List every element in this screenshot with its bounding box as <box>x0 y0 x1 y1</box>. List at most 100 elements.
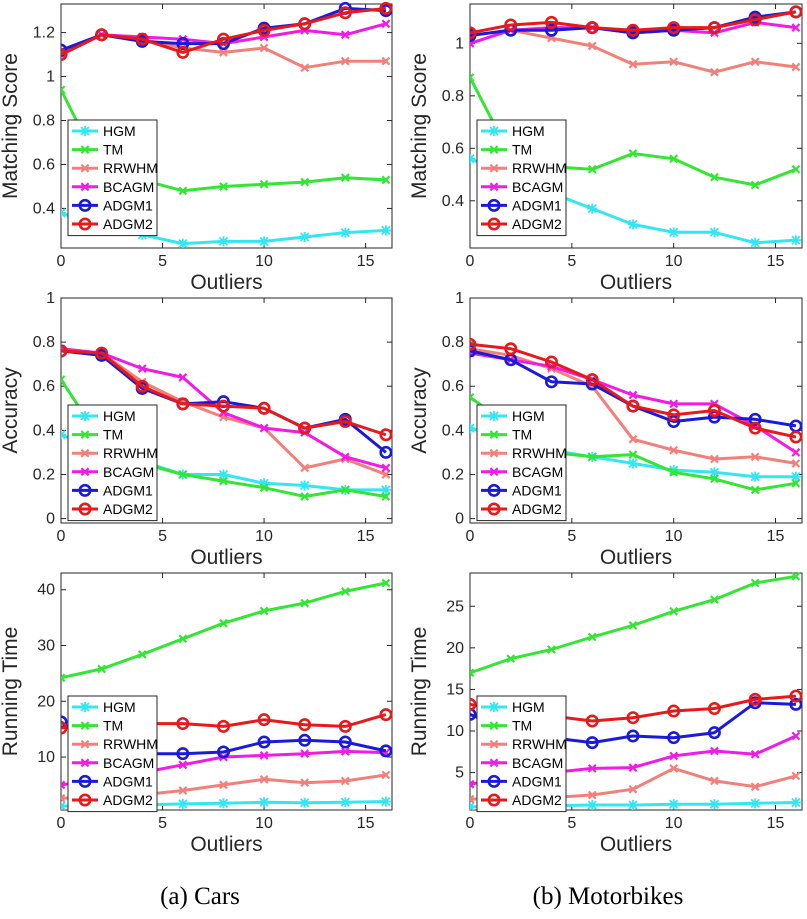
legend-label-adgm1: ADGM1 <box>512 197 562 213</box>
data-point-rrwhm <box>791 62 801 72</box>
data-point-adgm2 <box>298 718 312 732</box>
data-point-adgm2 <box>504 342 518 356</box>
legend: HGM TM RRWHM BCAGM ADGM1 ADGM2 <box>67 119 158 237</box>
data-point-adgm2 <box>544 355 558 369</box>
data-point-rrwhm <box>219 780 228 790</box>
y-tick-label: 20 <box>37 693 55 710</box>
legend-label-tm: TM <box>103 718 123 734</box>
series-line-adgm1 <box>470 10 797 37</box>
data-point-tm <box>219 476 228 486</box>
y-tick-label: 0.2 <box>442 466 464 483</box>
data-point-adgm2 <box>135 32 149 46</box>
legend-marker-adgm1 <box>487 774 501 788</box>
data-point-adgm2 <box>789 5 803 19</box>
y-axis-label: Running Time <box>408 627 431 757</box>
y-tick-label: 5 <box>455 765 464 782</box>
data-point-adgm2 <box>585 373 599 387</box>
data-point-hgm <box>790 235 801 246</box>
data-point-adgm2 <box>585 714 599 728</box>
data-point-hgm <box>61 429 66 440</box>
data-point-adgm2 <box>470 26 477 40</box>
legend-label-tm: TM <box>512 427 532 443</box>
legend-marker-bcagm <box>80 182 90 192</box>
data-point-rrwhm <box>587 41 597 51</box>
data-point-adgm2 <box>298 421 312 435</box>
data-point-adgm2 <box>135 379 149 393</box>
data-point-hgm <box>177 798 188 809</box>
data-point-rrwhm <box>178 786 188 795</box>
legend-box <box>476 695 567 813</box>
data-point-tm <box>259 606 269 616</box>
data-point-bcagm <box>61 780 66 790</box>
legend-marker-rrwhm <box>80 448 90 458</box>
series-tm <box>61 578 391 683</box>
data-point-adgm1 <box>257 735 271 749</box>
data-point-rrwhm <box>669 57 679 67</box>
series-adgm2 <box>61 1 393 62</box>
y-tick-label: 20 <box>446 640 464 657</box>
data-point-tm <box>178 186 188 196</box>
data-point-adgm2 <box>748 13 762 27</box>
data-point-rrwhm <box>381 56 391 66</box>
x-tick-label: 10 <box>255 253 273 270</box>
caption-cars: (a) Cars <box>160 883 240 910</box>
data-point-adgm2 <box>61 721 68 735</box>
data-point-adgm2 <box>61 344 68 358</box>
data-point-adgm1 <box>379 445 393 459</box>
data-point-adgm2 <box>470 337 477 351</box>
y-tick-label: 0.6 <box>442 140 464 157</box>
legend-marker-hgm <box>489 411 499 421</box>
data-point-adgm1 <box>216 745 230 759</box>
legend-label-hgm: HGM <box>103 408 136 424</box>
y-tick-label: 10 <box>446 723 464 740</box>
chart-cars-accuracy: 0 5 10 15 0 0.2 0.4 0.6 0.8 1 Outliers Accuracy HGM T… <box>0 290 393 569</box>
data-point-adgm2 <box>707 21 721 35</box>
data-point-adgm2 <box>176 397 190 411</box>
legend-label-adgm1: ADGM1 <box>103 197 153 213</box>
x-tick-label: 10 <box>665 815 683 832</box>
legend-label-hgm: HGM <box>512 408 545 424</box>
data-point-tm <box>219 182 228 191</box>
y-tick-label: 0.4 <box>442 422 464 439</box>
data-point-adgm2 <box>176 717 190 731</box>
legend: HGM TM RRWHM BCAGM ADGM1 ADGM2 <box>476 695 567 813</box>
data-point-adgm2 <box>667 408 681 422</box>
chart-motorbikes-accuracy: 0 5 10 15 0 0.2 0.4 0.6 0.8 1 Outliers Accuracy HGM T… <box>408 290 803 569</box>
data-point-rrwhm <box>791 459 801 468</box>
data-point-tm <box>219 618 228 628</box>
data-point-hgm <box>218 236 229 247</box>
data-point-adgm2 <box>379 1 393 15</box>
data-point-tm <box>750 180 760 190</box>
x-tick-label: 0 <box>57 815 66 832</box>
data-point-tm <box>587 632 597 642</box>
y-tick-label: 25 <box>446 598 464 615</box>
legend-label-adgm2: ADGM2 <box>103 501 153 517</box>
data-point-bcagm <box>259 750 269 760</box>
data-point-tm <box>381 175 391 185</box>
legend-label-adgm2: ADGM2 <box>103 792 153 808</box>
data-point-bcagm <box>381 463 391 473</box>
data-point-bcagm <box>669 399 679 409</box>
data-point-rrwhm <box>669 445 679 455</box>
data-point-adgm2 <box>626 23 640 37</box>
legend-label-tm: TM <box>512 142 532 158</box>
x-tick-label: 15 <box>357 528 375 545</box>
y-tick-label: 1 <box>455 35 464 52</box>
data-point-tm <box>470 392 475 402</box>
legend-marker-adgm1 <box>487 198 501 212</box>
data-point-tm <box>300 598 310 608</box>
data-point-rrwhm <box>381 770 391 780</box>
data-point-adgm2 <box>95 346 109 360</box>
data-point-adgm1 <box>470 707 477 721</box>
y-tick-label: 1.2 <box>33 25 55 42</box>
data-point-adgm1 <box>667 731 681 745</box>
data-point-bcagm <box>340 30 350 40</box>
data-point-hgm <box>627 800 638 810</box>
x-tick-label: 0 <box>466 815 475 832</box>
legend-label-rrwhm: RRWHM <box>512 160 567 176</box>
legend-label-adgm1: ADGM1 <box>103 773 153 789</box>
data-point-rrwhm <box>340 56 350 66</box>
data-point-hgm <box>470 153 475 164</box>
x-tick-label: 5 <box>158 528 167 545</box>
